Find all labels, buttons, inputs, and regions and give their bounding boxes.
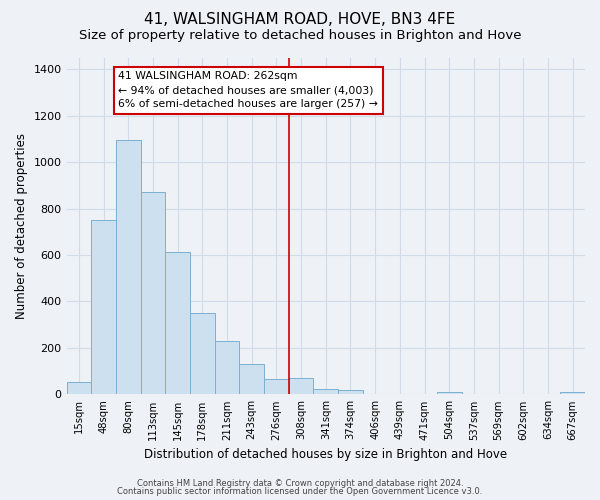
Bar [289,378,313,394]
Bar [140,192,165,394]
Bar [67,382,91,394]
X-axis label: Distribution of detached houses by size in Brighton and Hove: Distribution of detached houses by size … [144,448,508,461]
Bar [560,392,585,394]
Bar [264,380,289,394]
Bar [338,390,363,394]
Bar [190,313,215,394]
Bar [165,252,190,394]
Text: Size of property relative to detached houses in Brighton and Hove: Size of property relative to detached ho… [79,29,521,42]
Bar [437,392,461,394]
Bar [239,364,264,394]
Bar [91,220,116,394]
Bar [313,388,338,394]
Text: 41, WALSINGHAM ROAD, HOVE, BN3 4FE: 41, WALSINGHAM ROAD, HOVE, BN3 4FE [145,12,455,28]
Text: Contains public sector information licensed under the Open Government Licence v3: Contains public sector information licen… [118,487,482,496]
Bar [116,140,140,394]
Text: 41 WALSINGHAM ROAD: 262sqm
← 94% of detached houses are smaller (4,003)
6% of se: 41 WALSINGHAM ROAD: 262sqm ← 94% of deta… [118,72,378,110]
Bar [215,342,239,394]
Text: Contains HM Land Registry data © Crown copyright and database right 2024.: Contains HM Land Registry data © Crown c… [137,478,463,488]
Y-axis label: Number of detached properties: Number of detached properties [15,133,28,319]
